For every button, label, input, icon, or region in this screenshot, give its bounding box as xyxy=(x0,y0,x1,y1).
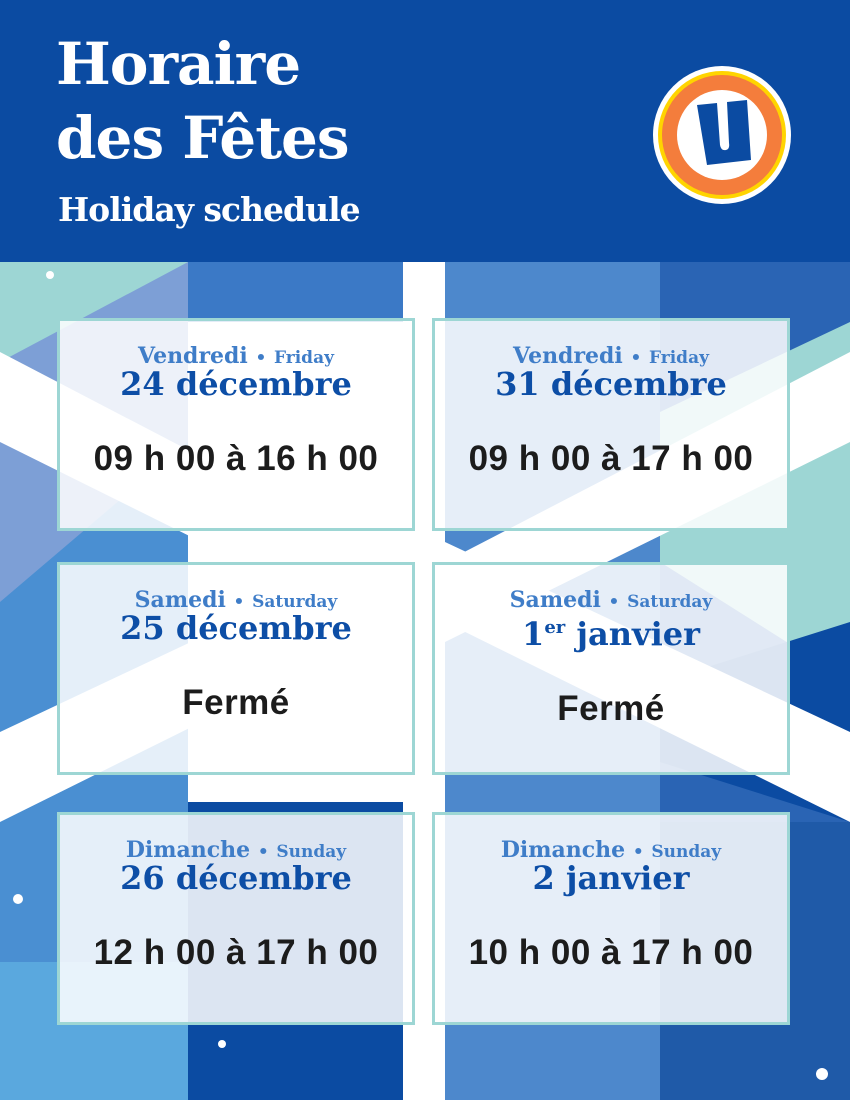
date-ordinal: er xyxy=(544,617,566,638)
day-en: Saturday xyxy=(627,592,713,612)
hours: 09 h 00 à 16 h 00 xyxy=(93,439,379,478)
schedule-card-dec-26: Dimanche • Sunday 26 décembre 12 h 00 à … xyxy=(57,812,415,1025)
separator: • xyxy=(255,348,267,368)
day-fr: Dimanche xyxy=(500,837,626,863)
title-line-1: Horaire xyxy=(56,30,301,98)
hours: 09 h 00 à 17 h 00 xyxy=(468,439,754,478)
day-fr: Samedi xyxy=(509,587,601,613)
date-month: janvier xyxy=(565,615,700,653)
schedule-card-dec-31: Vendredi • Friday 31 décembre 09 h 00 à … xyxy=(432,318,790,531)
day-en: Saturday xyxy=(252,592,338,612)
separator: • xyxy=(233,592,245,612)
date: 1er janvier xyxy=(435,611,787,651)
date-number: 1 xyxy=(522,615,545,653)
day-en: Sunday xyxy=(276,842,347,862)
date: 25 décembre xyxy=(120,609,352,647)
date: 31 décembre xyxy=(495,365,727,403)
date: 26 décembre xyxy=(120,859,352,897)
hours: 10 h 00 à 17 h 00 xyxy=(468,933,754,972)
separator: • xyxy=(632,842,644,862)
title-line-2: des Fêtes xyxy=(56,104,350,172)
hours: 12 h 00 à 17 h 00 xyxy=(93,933,379,972)
uniprix-logo xyxy=(653,66,791,204)
day-en: Friday xyxy=(649,348,709,368)
day-en: Sunday xyxy=(651,842,722,862)
hours: Fermé xyxy=(557,689,665,728)
day-en: Friday xyxy=(274,348,334,368)
date: 2 janvier xyxy=(532,859,690,897)
day-fr: Dimanche xyxy=(125,837,251,863)
separator: • xyxy=(630,348,642,368)
day-fr: Samedi xyxy=(134,587,226,613)
schedule-card-jan-2: Dimanche • Sunday 2 janvier 10 h 00 à 17… xyxy=(432,812,790,1025)
date: 24 décembre xyxy=(120,365,352,403)
schedule-card-jan-1: Samedi • Saturday 1er janvier Fermé xyxy=(432,562,790,775)
separator: • xyxy=(257,842,269,862)
separator: • xyxy=(608,592,620,612)
schedule-card-dec-25: Samedi • Saturday 25 décembre Fermé xyxy=(57,562,415,775)
schedule-card-dec-24: Vendredi • Friday 24 décembre 09 h 00 à … xyxy=(57,318,415,531)
subtitle: Holiday schedule xyxy=(58,190,361,229)
hours: Fermé xyxy=(182,683,290,722)
header-banner: Horaire des Fêtes Holiday schedule xyxy=(0,0,850,262)
day-fr: Vendredi xyxy=(138,343,248,369)
day-fr: Vendredi xyxy=(513,343,623,369)
